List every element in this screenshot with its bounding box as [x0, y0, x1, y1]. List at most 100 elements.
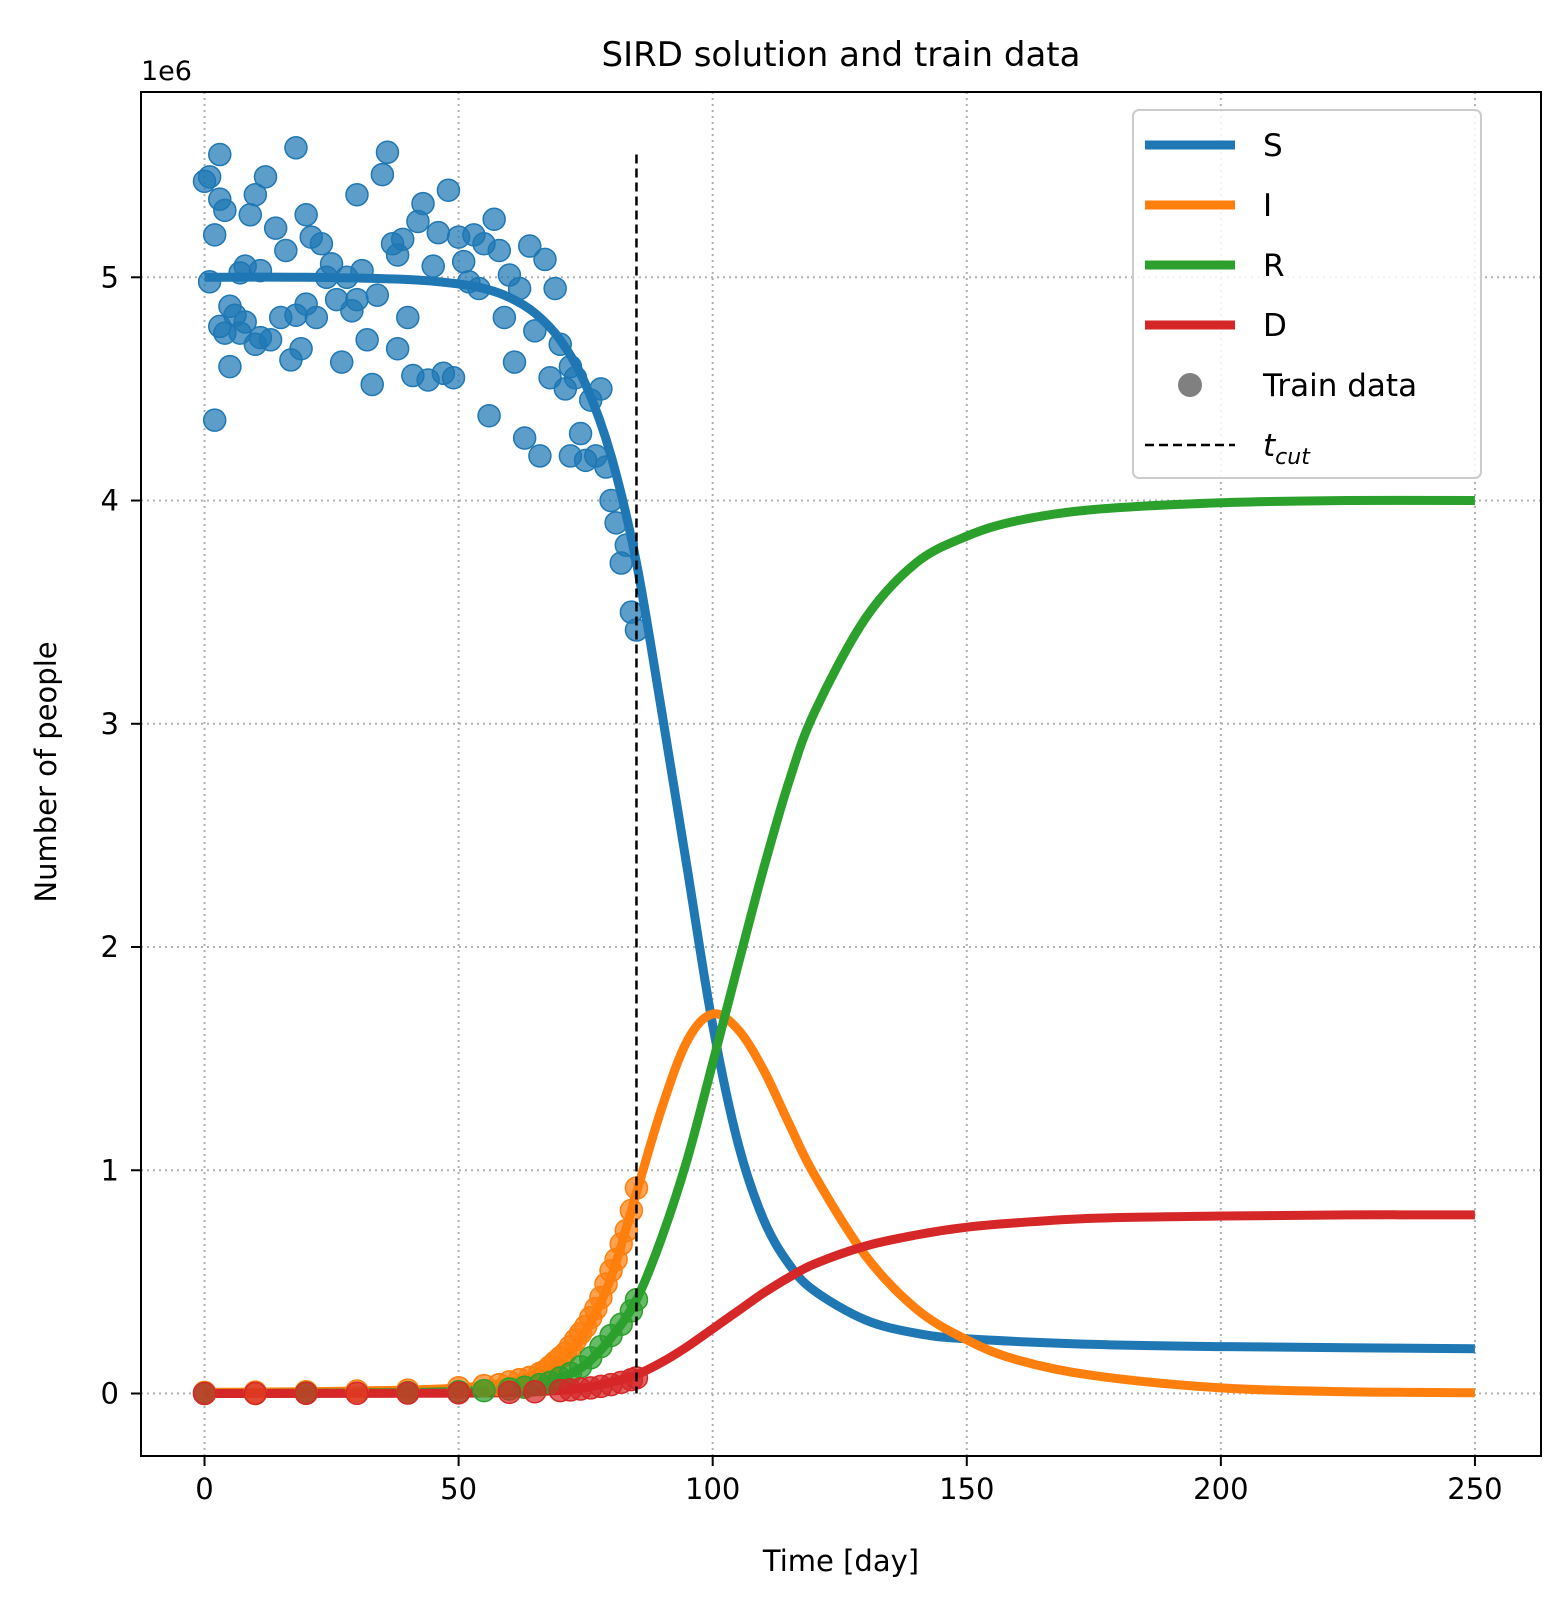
- legend-box: [1132, 109, 1482, 479]
- train-point-S: [543, 276, 567, 301]
- y-tick-label: 0: [101, 1376, 119, 1410]
- legend-swatch-train-data: [1178, 373, 1202, 397]
- train-point-S: [441, 365, 466, 390]
- y-axis-label: Number of people: [29, 641, 63, 902]
- chart-title: SIRD solution and train data: [602, 35, 1081, 75]
- train-point-S: [202, 223, 227, 247]
- train-point-S: [451, 249, 476, 274]
- train-point-S: [370, 162, 395, 187]
- series-line-I: [204, 1009, 1475, 1398]
- train-point-S: [385, 336, 410, 361]
- train-data-layer: [192, 136, 649, 1406]
- legend-label: D: [1263, 308, 1287, 344]
- train-point-S: [604, 511, 628, 535]
- train-point-D: [243, 1381, 268, 1406]
- train-point-S: [517, 234, 542, 258]
- train-point-S: [274, 238, 298, 263]
- train-point-S: [421, 254, 445, 278]
- train-point-S: [345, 182, 369, 207]
- train-point-S: [482, 207, 506, 231]
- train-point-S: [467, 276, 491, 301]
- x-tick-label: 150: [939, 1472, 994, 1506]
- train-point-S: [233, 310, 257, 334]
- train-point-S: [309, 232, 334, 256]
- train-point-D: [345, 1381, 369, 1406]
- train-point-S: [294, 203, 318, 227]
- x-tick-label: 0: [195, 1472, 213, 1506]
- train-point-S: [589, 377, 613, 401]
- train-point-S: [523, 319, 547, 343]
- train-point-S: [426, 220, 451, 245]
- train-point-D: [523, 1379, 547, 1404]
- train-point-S: [492, 305, 517, 330]
- train-point-S: [213, 198, 237, 223]
- train-point-S: [396, 305, 420, 330]
- train-point-S: [563, 365, 588, 390]
- train-point-I: [614, 1218, 639, 1243]
- y-tick-label: 2: [101, 930, 119, 964]
- train-point-S: [218, 354, 242, 379]
- train-point-S: [258, 328, 283, 352]
- train-point-S: [528, 444, 552, 468]
- train-point-S: [614, 533, 639, 557]
- x-tick-label: 100: [685, 1472, 740, 1506]
- train-point-S: [304, 305, 329, 330]
- train-point-S: [512, 426, 537, 450]
- y-tick-label: 3: [101, 707, 119, 741]
- train-point-S: [243, 182, 268, 207]
- train-point-S: [197, 270, 222, 294]
- train-point-S: [253, 165, 278, 189]
- train-point-S: [365, 283, 390, 307]
- y-tick-label: 1: [101, 1153, 119, 1187]
- train-point-S: [594, 455, 618, 479]
- train-point-S: [355, 328, 379, 352]
- train-point-S: [360, 372, 384, 397]
- train-point-S: [390, 227, 415, 252]
- train-point-R: [472, 1378, 496, 1403]
- x-tick-label: 50: [440, 1472, 477, 1506]
- train-point-S: [289, 336, 313, 361]
- train-point-S: [329, 350, 354, 374]
- legend-label: I: [1263, 188, 1272, 224]
- train-point-S: [507, 276, 532, 301]
- train-point-S: [284, 136, 308, 160]
- x-tick-label: 250: [1447, 1472, 1502, 1506]
- x-tick-label: 200: [1193, 1472, 1248, 1506]
- legend-label: tcut: [1263, 428, 1311, 470]
- train-point-S: [411, 191, 435, 216]
- y-offset-label: 1e6: [141, 56, 192, 87]
- train-point-S: [502, 350, 527, 374]
- train-point-I: [619, 1198, 644, 1223]
- train-point-S: [599, 488, 623, 513]
- train-point-S: [263, 216, 288, 240]
- train-point-S: [197, 165, 222, 189]
- train-point-S: [202, 408, 227, 432]
- legend-label: Train data: [1262, 368, 1417, 404]
- axes-frame: [140, 91, 1542, 1457]
- train-point-D: [446, 1381, 471, 1405]
- train-point-S: [477, 403, 501, 428]
- y-tick-label: 5: [101, 260, 119, 294]
- legend-label: S: [1263, 128, 1283, 164]
- y-tick-label: 4: [101, 484, 119, 518]
- train-point-S: [375, 140, 400, 165]
- train-point-S: [487, 238, 512, 263]
- train-point-D: [294, 1381, 318, 1406]
- train-point-S: [548, 332, 572, 357]
- legend-label: R: [1263, 248, 1285, 284]
- series-line-R: [204, 495, 1475, 1398]
- train-point-S: [533, 247, 557, 272]
- train-point-S: [248, 258, 273, 283]
- legend: SIRD Train data tcut: [1132, 109, 1482, 479]
- train-point-D: [192, 1381, 217, 1406]
- train-point-S: [238, 203, 263, 227]
- ticks-layer: 0 50 100 150 200 250 0 1 2 3 4 5: [101, 260, 1503, 1506]
- train-point-S: [436, 178, 461, 202]
- train-point-S: [208, 142, 232, 167]
- train-point-D: [396, 1381, 420, 1405]
- train-point-S: [345, 287, 369, 312]
- train-point-D: [497, 1380, 522, 1405]
- x-axis-label: Time [day]: [762, 1544, 919, 1578]
- train-point-S: [568, 421, 593, 446]
